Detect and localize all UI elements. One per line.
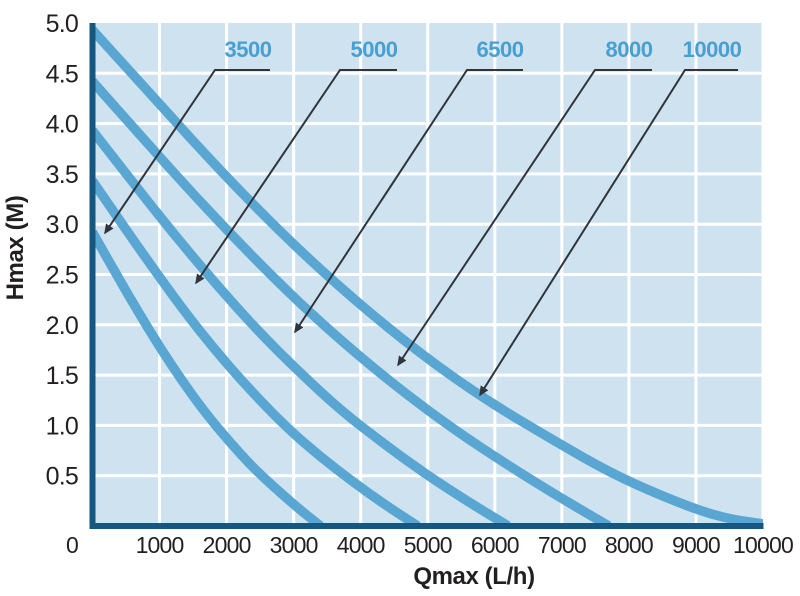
y-tick-3.5: 3.5 — [46, 161, 78, 189]
x-tick-0: 0 — [66, 532, 78, 558]
x-tick-5000: 5000 — [404, 532, 452, 558]
x-tick-1000: 1000 — [136, 532, 184, 558]
curve-10000 — [92, 26, 763, 526]
series-label-6500: 6500 — [477, 37, 524, 62]
x-tick-9000: 9000 — [672, 532, 720, 558]
series-label-5000: 5000 — [351, 37, 398, 62]
leader-line-6500 — [294, 69, 523, 334]
leader-line-10000 — [479, 69, 738, 397]
pump-curves — [92, 26, 763, 526]
y-tick-3.0: 3.0 — [46, 211, 78, 239]
y-tick-2.0: 2.0 — [46, 312, 78, 340]
series-label-8000: 8000 — [606, 37, 653, 62]
y-tick-0.5: 0.5 — [46, 463, 78, 491]
series-label-10000: 10000 — [683, 37, 742, 62]
x-tick-10000: 10000 — [733, 532, 793, 558]
y-tick-5.0: 5.0 — [46, 10, 78, 38]
x-axis-title: Qmax (L/h) — [413, 563, 534, 590]
gridlines — [92, 23, 765, 526]
x-tick-4000: 4000 — [337, 532, 385, 558]
x-tick-2000: 2000 — [203, 532, 251, 558]
series-label-3500: 3500 — [225, 37, 272, 62]
curve-3500 — [92, 229, 324, 526]
y-tick-1.0: 1.0 — [46, 412, 78, 440]
x-tick-7000: 7000 — [538, 532, 586, 558]
y-tick-2.5: 2.5 — [46, 262, 78, 290]
tick-labels: 5.0 4.5 4.0 3.5 3.0 2.5 2.0 1.5 1.0 0.5 0 1000 2000 3… — [46, 10, 794, 558]
leader-line-8000 — [397, 69, 652, 367]
curve-5000 — [92, 178, 421, 526]
x-axis-line — [89, 523, 764, 529]
series-callouts: 3500 5000 6500 8000 10000 — [104, 37, 742, 397]
x-tick-8000: 8000 — [605, 532, 653, 558]
y-tick-1.5: 1.5 — [46, 362, 78, 390]
curve-6500 — [92, 127, 511, 526]
curve-8000 — [92, 78, 612, 526]
y-axis-title: Hmax (M) — [2, 196, 29, 301]
axes — [89, 23, 764, 529]
y-tick-4.5: 4.5 — [46, 60, 78, 88]
leader-line-5000 — [195, 69, 397, 285]
y-tick-4.0: 4.0 — [46, 111, 78, 139]
leader-line-3500 — [104, 69, 270, 235]
x-tick-6000: 6000 — [471, 532, 519, 558]
x-tick-3000: 3000 — [270, 532, 318, 558]
y-axis-line — [89, 23, 96, 529]
